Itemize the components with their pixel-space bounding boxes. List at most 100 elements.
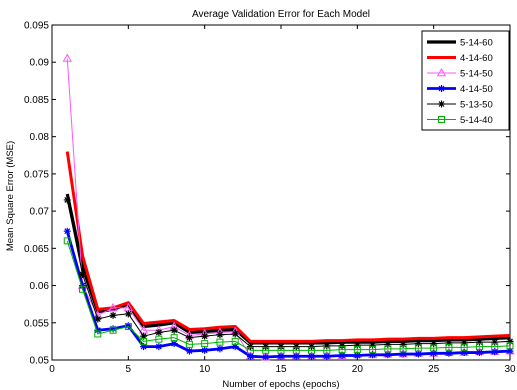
data-point: [63, 227, 71, 235]
data-point: [246, 343, 254, 351]
legend-label: 5-14-60: [460, 38, 493, 49]
y-tick-label: 0.09: [30, 58, 50, 69]
x-axis-label: Number of epochs (epochs): [222, 379, 339, 390]
y-tick-label: 0.085: [24, 95, 49, 106]
series-line: [66, 199, 511, 348]
data-point: [79, 285, 87, 293]
x-tick-label: 15: [275, 364, 287, 375]
data-point: [491, 348, 499, 356]
legend-item: 5-13-50: [427, 100, 493, 111]
data-point: [231, 330, 239, 338]
data-point: [460, 339, 468, 347]
series-4-14-60: [65, 151, 511, 343]
data-point: [399, 345, 407, 353]
data-point: [185, 334, 193, 342]
data-point: [140, 337, 148, 345]
data-point: [353, 341, 361, 349]
legend-label: 5-14-40: [460, 115, 493, 126]
data-point: [124, 310, 132, 318]
data-point: [185, 347, 193, 355]
series-5-14-60: [65, 193, 511, 345]
legend-label: 5-13-50: [460, 100, 493, 111]
legend-box: [421, 30, 510, 131]
data-point: [506, 337, 514, 345]
x-tick-label: 5: [126, 364, 132, 375]
data-point: [124, 323, 132, 330]
data-point: [399, 350, 407, 358]
legend-marker: [438, 116, 445, 123]
data-point: [62, 53, 72, 62]
data-point: [155, 328, 163, 336]
data-point: [201, 346, 209, 354]
y-tick-label: 0.075: [24, 169, 49, 180]
data-point: [338, 342, 346, 350]
data-point: [506, 347, 514, 355]
data-point: [475, 338, 483, 346]
x-tick-label: 25: [428, 364, 440, 375]
data-point: [323, 352, 331, 360]
legend-item: 4-14-50: [427, 84, 493, 95]
data-point: [323, 346, 331, 354]
data-point: [399, 340, 407, 348]
data-point: [292, 343, 300, 351]
y-tick-label: 0.055: [24, 318, 49, 329]
data-point: [94, 315, 102, 323]
data-point: [94, 330, 102, 338]
x-tick-label: 10: [199, 364, 211, 375]
data-point: [79, 270, 87, 278]
series-layer: [62, 53, 515, 361]
legend-marker: [438, 85, 445, 92]
legend-label: 4-14-60: [460, 53, 493, 64]
y-tick-label: 0.065: [24, 244, 49, 255]
y-tick-label: 0.08: [30, 132, 50, 143]
data-point: [201, 332, 209, 340]
data-point: [430, 349, 438, 357]
data-point: [109, 326, 117, 334]
data-point: [338, 346, 346, 354]
data-point: [292, 346, 300, 354]
data-point: [308, 346, 316, 354]
data-point: [369, 351, 377, 359]
data-point: [108, 302, 118, 312]
legend: 5-14-60 4-14-60 5-14-50 4-14-50 5-13-50 5-14-…: [421, 30, 510, 131]
data-point: [140, 332, 148, 340]
data-point: [414, 340, 422, 348]
data-point: [414, 350, 422, 358]
y-tick-label: 0.05: [30, 356, 50, 367]
data-point: [308, 343, 316, 351]
data-point: [140, 343, 148, 351]
data-point: [292, 352, 300, 360]
legend-item: 4-14-60: [427, 53, 493, 64]
data-point: [384, 345, 392, 353]
data-point: [369, 341, 377, 349]
series-5-14-40: [63, 237, 514, 354]
legend-label: 4-14-50: [460, 84, 493, 95]
x-tick-label: 0: [49, 364, 55, 375]
y-tick-label: 0.07: [30, 207, 50, 218]
y-axis-label: Mean Square Error (MSE): [5, 141, 16, 251]
data-point: [201, 340, 209, 348]
data-point: [246, 352, 254, 360]
data-point: [308, 352, 316, 360]
data-point: [369, 346, 377, 354]
data-point: [353, 352, 361, 360]
data-point: [109, 325, 117, 333]
data-point: [246, 346, 254, 354]
data-point: [262, 346, 270, 354]
data-point: [475, 343, 483, 351]
data-point: [277, 352, 285, 360]
series-line: [65, 193, 511, 345]
data-point: [124, 322, 132, 330]
x-tick-label: 20: [352, 364, 364, 375]
data-point: [170, 340, 178, 348]
data-point: [216, 345, 224, 353]
data-point: [353, 346, 361, 354]
axis-ticks: 0 5 10 15 20 25 30 0.05 0.055 0.06 0.065 0.07 0.075 0…: [24, 21, 516, 376]
data-point: [445, 343, 453, 351]
data-point: [262, 343, 270, 351]
data-point: [216, 331, 224, 339]
data-point: [79, 282, 87, 290]
data-point: [262, 353, 270, 361]
data-point: [94, 326, 102, 334]
data-point: [155, 335, 163, 343]
